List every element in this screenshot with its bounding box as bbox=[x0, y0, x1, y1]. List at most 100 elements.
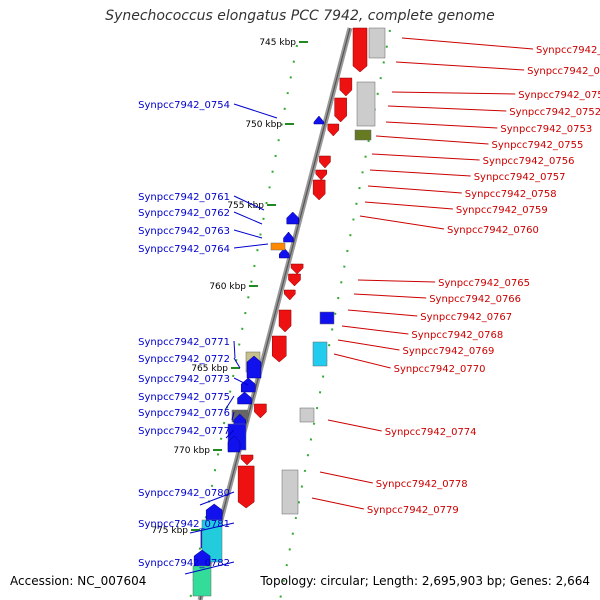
gene-box bbox=[368, 27, 386, 59]
forward-gene-arrow bbox=[288, 273, 301, 287]
gene-box bbox=[312, 341, 328, 367]
forward-gene-arrow bbox=[240, 454, 254, 466]
forward-gene-arrow bbox=[237, 465, 255, 509]
reverse-gene-labels: Synpcc7942_0754 Synpcc7942_0761 Synpcc7942… bbox=[138, 100, 278, 575]
reverse-gene-label: Synpcc7942_0782 bbox=[138, 558, 230, 569]
reverse-gene-label: Synpcc7942_0771 bbox=[138, 337, 230, 348]
leader-line bbox=[199, 491, 235, 506]
leader-line bbox=[311, 497, 365, 510]
reverse-gene-label: Synpcc7942_0773 bbox=[138, 374, 230, 385]
reverse-gene-label: Synpcc7942_0763 bbox=[138, 226, 230, 237]
forward-gene-label: Synpcc7942_0750 bbox=[527, 66, 600, 77]
leader-line bbox=[333, 353, 391, 369]
leader-line bbox=[375, 135, 489, 145]
leader-line bbox=[319, 471, 373, 484]
reverse-gene-arrow bbox=[286, 211, 299, 225]
leader-line bbox=[353, 293, 427, 299]
reverse-gene-label: Synpcc7942_0762 bbox=[138, 208, 230, 219]
leader-line bbox=[385, 121, 498, 129]
reverse-gene-arrow bbox=[227, 435, 241, 453]
forward-gene-label: Synpcc7942_0753 bbox=[500, 124, 592, 135]
gene-box bbox=[299, 407, 315, 423]
leader-line bbox=[233, 211, 263, 225]
reverse-gene-label: Synpcc7942_0780 bbox=[138, 488, 230, 499]
reverse-gene-label: Synpcc7942_0761 bbox=[138, 192, 230, 203]
leader-line bbox=[347, 309, 418, 317]
forward-gene-arrow bbox=[315, 169, 328, 181]
forward-gene-arrow bbox=[339, 77, 353, 97]
forward-gene-label: Synpcc7942_0758 bbox=[465, 189, 557, 200]
reverse-gene-label: Synpcc7942_0775 bbox=[138, 392, 230, 403]
gene-box bbox=[354, 129, 372, 141]
leader-line bbox=[391, 91, 516, 95]
tick-label: 765 kbp bbox=[191, 364, 228, 374]
forward-gene-label: Synpcc7942_0778 bbox=[376, 479, 468, 490]
kbp-ticks: 745 kbp 750 kbp 755 kbp 760 kbp 765 kbp 770 k… bbox=[151, 38, 308, 536]
forward-gene-label: Synpcc7942_0774 bbox=[385, 427, 477, 438]
tick-label: 775 kbp bbox=[151, 526, 188, 536]
gene-box bbox=[201, 519, 223, 563]
genome-backbone bbox=[197, 27, 353, 600]
gene-glyphs bbox=[192, 27, 386, 597]
forward-gene-arrow bbox=[271, 335, 287, 363]
forward-gene-labels: Synpcc7942_0749 Synpcc7942_0750 Synpcc7942… bbox=[311, 37, 600, 516]
leader-line bbox=[371, 153, 480, 161]
leader-line bbox=[395, 61, 525, 71]
leader-line bbox=[364, 201, 453, 210]
gene-box bbox=[192, 565, 212, 597]
reverse-gene-label: Synpcc7942_0754 bbox=[138, 100, 230, 111]
forward-gene-label: Synpcc7942_0756 bbox=[483, 156, 575, 167]
leader-line bbox=[233, 229, 263, 239]
leader-line bbox=[233, 357, 241, 369]
tick-label: 755 kbp bbox=[227, 201, 264, 211]
reverse-gene-label: Synpcc7942_0764 bbox=[138, 244, 230, 255]
reverse-gene-arrow bbox=[240, 377, 256, 393]
leader-line bbox=[233, 340, 236, 359]
leader-line bbox=[231, 411, 235, 421]
forward-gene-arrow bbox=[284, 289, 296, 301]
map-title: Synechococcus elongatus PCC 7942, comple… bbox=[105, 8, 495, 24]
forward-gene-label: Synpcc7942_0759 bbox=[456, 205, 548, 216]
reverse-gene-arrow bbox=[313, 115, 325, 125]
leader-line bbox=[184, 561, 235, 575]
forward-gene-label: Synpcc7942_0769 bbox=[403, 346, 495, 357]
tick-label: 760 kbp bbox=[209, 282, 246, 292]
leader-line bbox=[367, 185, 462, 194]
forward-gene-label: Synpcc7942_0755 bbox=[492, 140, 584, 151]
tick-label: 745 kbp bbox=[259, 38, 296, 48]
reverse-gene-label: Synpcc7942_0776 bbox=[138, 408, 230, 419]
reverse-gene-label: Synpcc7942_0781 bbox=[138, 519, 230, 530]
leader-line bbox=[369, 169, 471, 177]
leader-line bbox=[401, 37, 534, 50]
leader-line bbox=[224, 395, 235, 411]
leader-line bbox=[337, 339, 400, 351]
forward-gene-label: Synpcc7942_0757 bbox=[474, 172, 566, 183]
forward-gene-label: Synpcc7942_0751 bbox=[518, 90, 600, 101]
forward-gene-label: Synpcc7942_0765 bbox=[438, 278, 530, 289]
gene-box bbox=[319, 311, 335, 325]
leader-line bbox=[189, 522, 235, 534]
forward-gene-label: Synpcc7942_0749 bbox=[536, 45, 600, 56]
forward-gene-label: Synpcc7942_0752 bbox=[509, 107, 600, 118]
reverse-gene-label: Synpcc7942_0777 bbox=[138, 426, 230, 437]
forward-gene-arrow bbox=[254, 403, 267, 419]
accession-label: Accession: NC_007604 bbox=[10, 574, 147, 588]
forward-gene-arrow bbox=[327, 123, 340, 137]
forward-gene-label: Synpcc7942_0768 bbox=[411, 330, 503, 341]
reverse-gene-arrow bbox=[246, 355, 262, 379]
reverse-gene-arrow bbox=[237, 391, 252, 405]
forward-gene-arrow bbox=[290, 263, 304, 275]
tick-label: 750 kbp bbox=[245, 120, 282, 130]
leader-line bbox=[233, 377, 249, 386]
leader-line bbox=[341, 325, 409, 335]
leader-line bbox=[359, 215, 445, 230]
forward-gene-label: Synpcc7942_0770 bbox=[394, 364, 486, 375]
reverse-gene-arrow bbox=[283, 231, 294, 243]
forward-gene-arrow bbox=[278, 309, 292, 333]
forward-gene-label: Synpcc7942_0766 bbox=[429, 294, 521, 305]
leader-line bbox=[233, 243, 269, 249]
leader-line bbox=[225, 429, 235, 439]
leader-line bbox=[387, 105, 507, 112]
leader-line bbox=[357, 279, 436, 283]
topology-summary: Topology: circular; Length: 2,695,903 bp… bbox=[260, 574, 590, 588]
